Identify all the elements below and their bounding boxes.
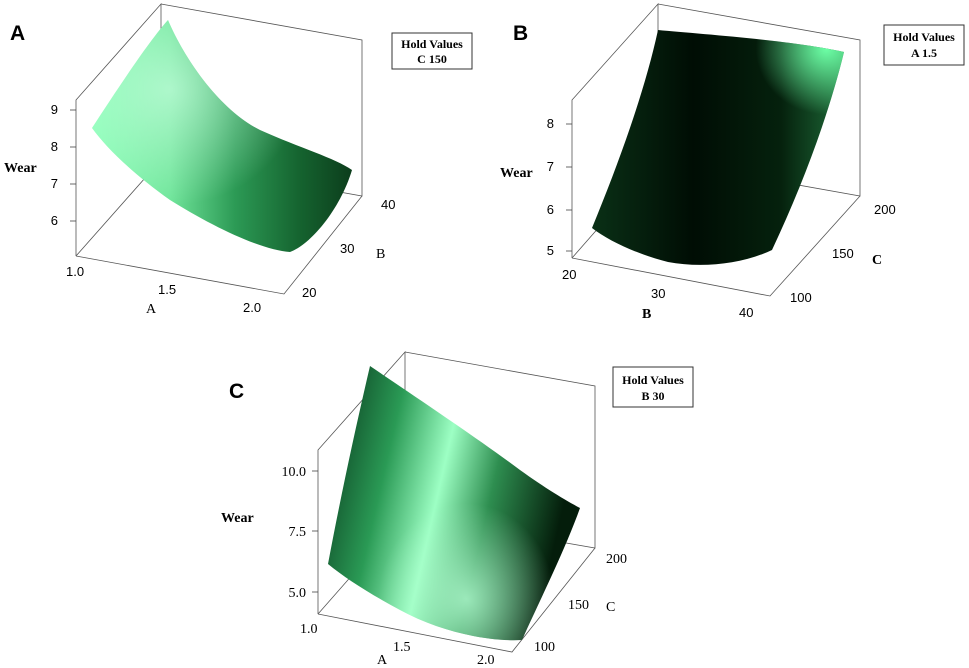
panel-b-surface-highlight (592, 30, 844, 265)
panel-c-x-ticks: 1.0 1.5 2.0 (300, 622, 495, 668)
panel-a-x-label: A (146, 302, 157, 317)
panel-c-y-tick: 150 (568, 598, 589, 613)
panel-a-z-tick: 9 (51, 102, 58, 117)
panel-b-x-tick: 40 (739, 305, 753, 320)
panel-c-hold-value: B 30 (641, 389, 664, 403)
panel-a-hold-values: Hold Values C 150 (391, 32, 473, 70)
panel-b-hold-value: A 1.5 (911, 46, 937, 60)
panel-a-z-label: Wear (4, 161, 37, 176)
panel-a-hold-value: C 150 (417, 52, 447, 66)
panel-a-y-ticks: 20 30 40 (302, 197, 395, 300)
panel-a: A 9 8 7 6 Wear 1.0 1.5 2.0 A (4, 2, 473, 317)
panel-b-x-tick: 30 (651, 286, 665, 301)
panel-a-y-tick: 40 (381, 197, 395, 212)
panel-a-y-tick: 20 (302, 285, 316, 300)
panel-c-z-label: Wear (221, 511, 254, 526)
panel-c-z-tick: 7.5 (289, 525, 307, 540)
panel-c-x-tick: 1.5 (393, 640, 411, 655)
panel-b-y-tick: 200 (874, 202, 896, 217)
panel-c-letter: C (229, 380, 244, 403)
panel-a-y-tick: 30 (340, 241, 354, 256)
panel-b: B 8 7 6 5 Wear 20 30 40 B 100 150 (500, 2, 965, 322)
panel-b-y-tick: 150 (832, 246, 854, 261)
panel-c-y-ticks: 100 150 200 (534, 552, 627, 655)
panel-b-hold-values: Hold Values A 1.5 (883, 24, 965, 66)
panel-b-z-tick: 7 (547, 159, 554, 174)
panel-b-x-label: B (642, 307, 651, 322)
panel-c-y-tick: 100 (534, 640, 555, 655)
panel-b-z-tick: 5 (547, 243, 554, 258)
panel-b-z-label: Wear (500, 166, 533, 181)
panel-a-z-ticks: 9 8 7 6 (51, 102, 76, 228)
panel-c-x-tick: 2.0 (477, 653, 495, 668)
panel-a-hold-title: Hold Values (401, 37, 463, 51)
panel-b-z-tick: 8 (547, 116, 554, 131)
panel-c-y-tick: 200 (606, 552, 627, 567)
panel-b-letter: B (513, 22, 528, 45)
panel-a-x-ticks: 1.0 1.5 2.0 (66, 264, 261, 315)
panel-a-x-tick: 1.5 (158, 282, 176, 297)
panel-b-y-ticks: 100 150 200 (790, 202, 896, 305)
panel-a-x-tick: 1.0 (66, 264, 84, 279)
panel-c-z-tick: 10.0 (282, 465, 307, 480)
panel-a-z-tick: 7 (51, 176, 58, 191)
panel-b-hold-title: Hold Values (893, 30, 955, 44)
panel-c-y-label: C (606, 600, 615, 615)
panel-a-y-label: B (376, 247, 385, 262)
panel-c-z-tick: 5.0 (289, 586, 307, 601)
panel-c-x-label: A (377, 653, 388, 668)
panel-c-surface-highlight (328, 366, 580, 641)
panel-a-surface-highlight (92, 20, 352, 252)
panel-c-hold-title: Hold Values (622, 373, 684, 387)
panel-a-letter: A (10, 22, 25, 45)
panel-b-z-tick: 6 (547, 202, 554, 217)
panel-b-z-ticks: 8 7 6 5 (547, 116, 572, 258)
panel-a-z-tick: 8 (51, 139, 58, 154)
panel-c-x-tick: 1.0 (300, 622, 318, 637)
panel-c-hold-values: Hold Values B 30 (612, 366, 694, 408)
panel-b-y-tick: 100 (790, 290, 812, 305)
panel-b-y-label: C (872, 253, 882, 268)
panel-a-x-tick: 2.0 (243, 300, 261, 315)
panel-c-z-ticks: 10.0 7.5 5.0 (282, 465, 318, 601)
panel-a-z-tick: 6 (51, 213, 58, 228)
panel-b-x-tick: 20 (562, 267, 576, 282)
panel-b-x-ticks: 20 30 40 (562, 267, 753, 320)
panel-c: C 10.0 7.5 5.0 Wear 1.0 1.5 2.0 A 100 15… (221, 350, 694, 668)
